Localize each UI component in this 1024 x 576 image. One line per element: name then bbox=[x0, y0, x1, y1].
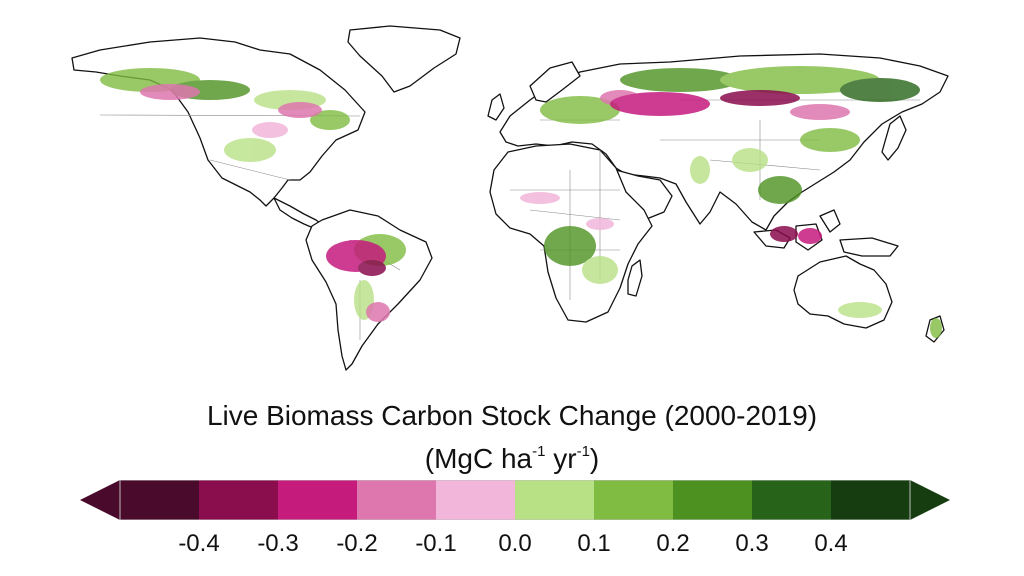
colorbar bbox=[80, 480, 950, 520]
colorbar-under-arrow bbox=[80, 480, 120, 520]
world-map-svg bbox=[71, 25, 949, 371]
units-prefix: (MgC ha bbox=[424, 443, 533, 474]
colorbar-tick-label: 0.2 bbox=[656, 530, 690, 557]
colorbar-bin bbox=[831, 480, 911, 520]
colorbar-bin bbox=[673, 480, 753, 520]
legend-units: (MgC ha-1 yr-1) bbox=[0, 436, 1024, 475]
colorbar-tick-label: 0.4 bbox=[814, 530, 848, 557]
colorbar-bins bbox=[120, 480, 911, 520]
australia bbox=[793, 255, 893, 329]
colorbar-tick-label: 0.1 bbox=[577, 530, 611, 557]
colorbar-tick-label: -0.4 bbox=[178, 530, 220, 557]
southeast-asia-islands bbox=[753, 209, 899, 257]
units-suffix: ) bbox=[589, 443, 600, 474]
scandinavia bbox=[529, 61, 581, 103]
colorbar-bin bbox=[357, 480, 437, 520]
colorbar-tick-label: -0.1 bbox=[415, 530, 457, 557]
colorbar-tick-label: 0.3 bbox=[735, 530, 769, 557]
loss-regions bbox=[140, 84, 850, 322]
british-isles bbox=[487, 93, 505, 121]
colorbar-tick-label: -0.3 bbox=[257, 530, 299, 557]
colorbar-tick-labels: -0.4 -0.3 -0.2 -0.1 0.0 0.1 0.2 0.3 0.4 bbox=[0, 530, 1024, 560]
madagascar bbox=[627, 259, 643, 297]
greenland bbox=[347, 25, 461, 93]
colorbar-bin bbox=[120, 480, 200, 520]
colorbar-tick-label: -0.2 bbox=[336, 530, 378, 557]
colorbar-tick-label: 0.0 bbox=[498, 530, 532, 557]
legend-title: Live Biomass Carbon Stock Change (2000-2… bbox=[206, 400, 818, 431]
units-exponent-1: -1 bbox=[532, 443, 546, 460]
japan bbox=[881, 115, 907, 161]
colorbar-over-arrow bbox=[910, 480, 950, 520]
colorbar-bin bbox=[436, 480, 516, 520]
gain-regions bbox=[100, 66, 942, 338]
colorbar-bin bbox=[515, 480, 595, 520]
colorbar-bin bbox=[199, 480, 279, 520]
colorbar-frame bbox=[119, 480, 911, 520]
world-map bbox=[60, 20, 960, 380]
colorbar-bin bbox=[594, 480, 674, 520]
colorbar-bin bbox=[278, 480, 358, 520]
colorbar-bin bbox=[752, 480, 832, 520]
units-exponent-2: -1 bbox=[576, 443, 590, 460]
units-mid: yr bbox=[545, 443, 577, 474]
